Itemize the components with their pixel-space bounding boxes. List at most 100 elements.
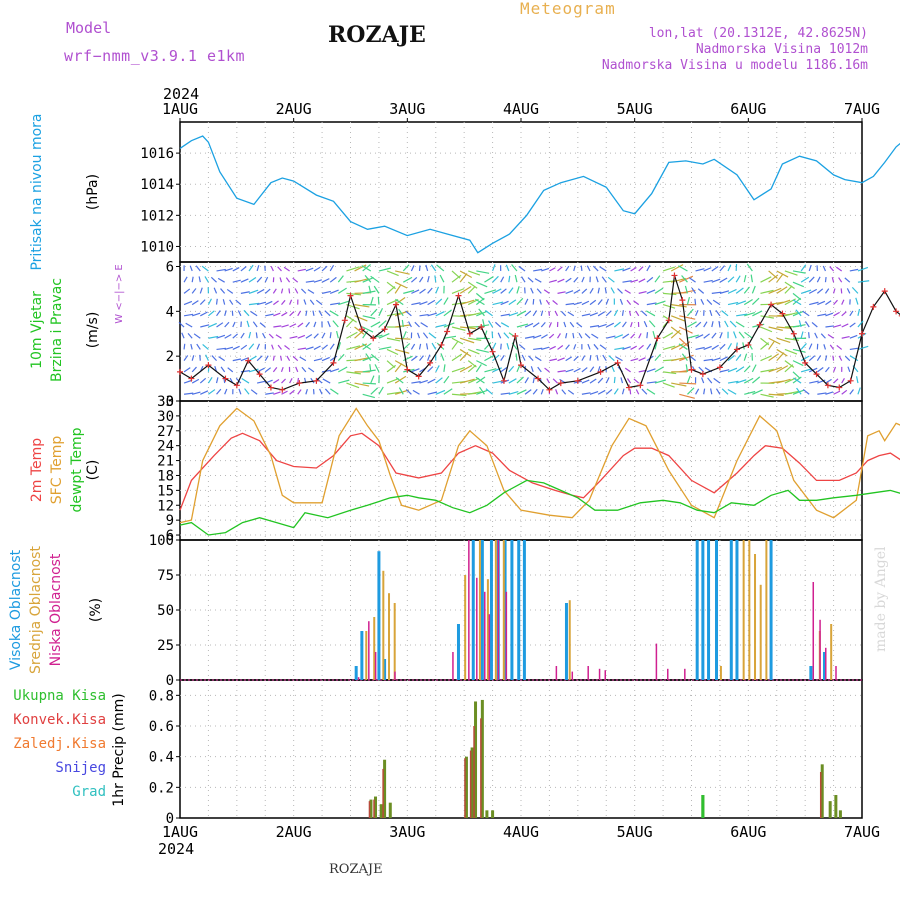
- wind-arrow: [646, 332, 649, 339]
- wind-arrow: [277, 266, 282, 272]
- wind-arrow: [419, 355, 424, 362]
- wind-arrow: [394, 360, 407, 368]
- wind-arrow: [451, 341, 459, 350]
- wind-unit-label: (m/s): [85, 312, 101, 349]
- wind-arrow: [524, 389, 532, 395]
- wind-arrow: [592, 265, 599, 272]
- wind-arrow: [565, 265, 570, 272]
- wind-marker: [415, 373, 422, 380]
- mid-cloud-side-label: Srednja Oblacnost: [28, 546, 44, 674]
- wind-arrow: [630, 321, 633, 328]
- wind-arrow: [846, 288, 851, 294]
- precip-legend-0: Ukupna Kisa: [13, 688, 106, 704]
- wind-marker: [637, 382, 644, 389]
- wind-arrow: [784, 311, 799, 317]
- wind-arrow: [511, 264, 518, 272]
- wind-arrow: [508, 390, 519, 395]
- wind-arrow: [578, 332, 583, 339]
- temp-line-sfc-temp: [179, 407, 900, 524]
- wind-arrow: [305, 346, 314, 351]
- wind-arrow: [735, 321, 745, 328]
- year-bottom: 2024: [158, 840, 195, 858]
- wind-arrow: [248, 302, 260, 306]
- wind-arrow: [272, 367, 278, 373]
- wind-arrow: [798, 320, 802, 328]
- wind-arrow: [792, 270, 806, 274]
- wind-arrow: [402, 276, 413, 283]
- wind-arrow: [243, 309, 250, 317]
- wind-arrow: [346, 331, 358, 339]
- bar-total-rain: [820, 764, 824, 818]
- wind-arrow: [459, 299, 475, 306]
- wind-arrow: [735, 379, 747, 384]
- wind-arrow: [841, 311, 847, 317]
- wind-arrow: [321, 344, 328, 350]
- wind-arrow: [743, 299, 753, 306]
- y-tick-label: 6: [166, 259, 174, 275]
- wind-arrow: [419, 301, 428, 306]
- wind-marker: [518, 362, 524, 369]
- wind-arrow: [619, 298, 624, 305]
- wind-arrow: [738, 331, 745, 339]
- wind-marker: [512, 332, 519, 339]
- wind-arrow: [280, 288, 284, 294]
- bar-mid-cloud: [494, 540, 497, 680]
- wind-arrow: [565, 368, 574, 373]
- wind-arrow: [685, 364, 689, 372]
- precip-legend-3: Snijeg: [55, 760, 106, 776]
- dewpt-side-label: dewpt Temp: [69, 427, 85, 512]
- wind-arrow: [430, 264, 437, 272]
- wind-arrow: [760, 289, 774, 294]
- wind-arrow: [191, 312, 201, 317]
- wind-arrow: [484, 289, 497, 294]
- wind-arrow: [768, 274, 779, 283]
- wind-marker: [779, 310, 786, 317]
- wind-arrow: [484, 310, 493, 317]
- model-label: Model: [66, 19, 112, 37]
- wind-arrow: [532, 310, 538, 317]
- wind-arrow: [451, 393, 467, 397]
- wind-arrow: [394, 348, 410, 354]
- y-tick-label: 0.8: [149, 688, 174, 704]
- wind-arrow: [386, 337, 401, 342]
- wind-arrow: [808, 355, 816, 362]
- wind-arrow: [411, 381, 421, 384]
- wind-arrow: [199, 287, 203, 294]
- wind-arrow: [435, 365, 440, 373]
- temp-line-dewpt-temp: [179, 479, 900, 536]
- wind-arrow: [849, 355, 859, 362]
- wind-arrow: [259, 322, 266, 328]
- wind-arrow: [309, 299, 315, 305]
- wind-arrow: [451, 326, 466, 331]
- wind-arrow: [646, 289, 656, 294]
- wind-arrow: [530, 287, 534, 294]
- wind-marker: [427, 359, 434, 366]
- wind-arrow: [394, 281, 408, 289]
- wind-arrow: [792, 297, 802, 306]
- wind-arrow: [224, 333, 232, 339]
- wind-arrow: [329, 310, 339, 317]
- wind-arrow: [370, 275, 380, 283]
- wind-arrow: [252, 321, 258, 328]
- x-tick-label-bottom: 3AUG: [389, 823, 425, 841]
- wind-arrow: [516, 389, 527, 395]
- bar-high-cloud: [769, 540, 773, 680]
- wind-arrow: [204, 276, 209, 283]
- wind-arrow: [468, 270, 481, 276]
- wind-arrow: [712, 299, 721, 306]
- wind-arrow: [492, 301, 504, 306]
- wind-arrow: [484, 342, 492, 350]
- wind-arrow: [679, 393, 695, 399]
- wind-arrow: [500, 322, 510, 328]
- wind-arrow: [711, 278, 721, 283]
- wind-arrow: [597, 299, 603, 305]
- wind-arrow: [281, 311, 288, 317]
- wind-arrow: [841, 378, 845, 384]
- wind-arrow: [281, 299, 286, 305]
- bar-high-cloud: [510, 540, 514, 680]
- wind-marker: [535, 375, 542, 382]
- wind-arrow: [196, 343, 201, 350]
- wind-arrow: [567, 311, 575, 317]
- wind-arrow: [561, 389, 567, 395]
